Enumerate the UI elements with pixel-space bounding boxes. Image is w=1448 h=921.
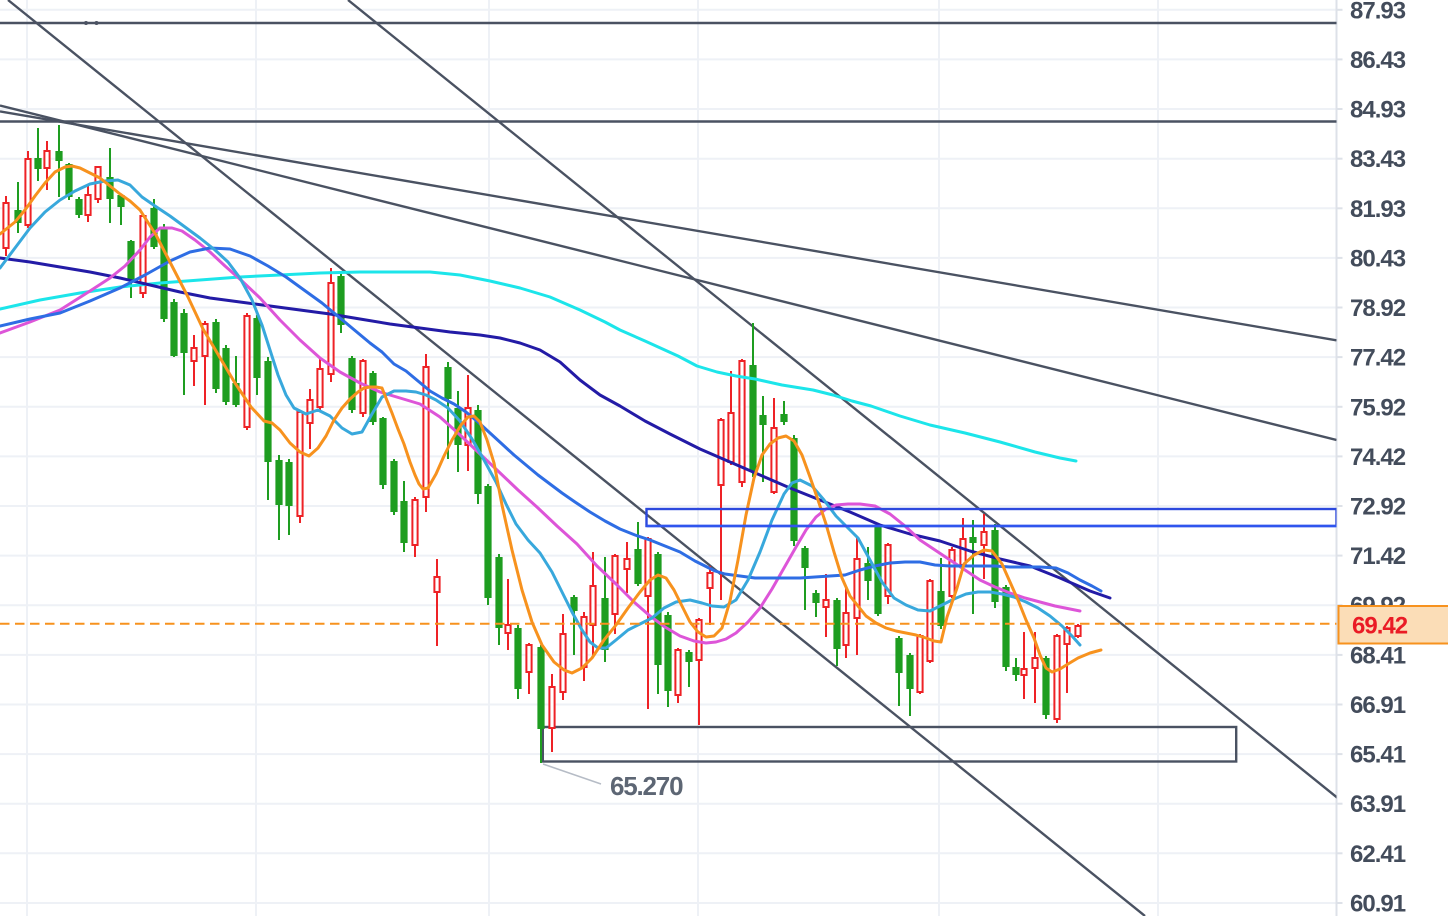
svg-text:68.41: 68.41 [1350,642,1406,669]
svg-text:74.42: 74.42 [1350,444,1406,471]
svg-text:66.91: 66.91 [1350,692,1406,719]
svg-text:83.43: 83.43 [1350,146,1406,173]
svg-text:78.92: 78.92 [1350,295,1406,322]
svg-text:65.41: 65.41 [1350,742,1406,769]
svg-text:75.92: 75.92 [1350,394,1406,421]
svg-text:63.91: 63.91 [1350,791,1406,818]
svg-text:72.92: 72.92 [1350,494,1406,521]
svg-text:87.93: 87.93 [1350,0,1406,24]
svg-text:71.42: 71.42 [1350,543,1406,570]
svg-text:80.43: 80.43 [1350,245,1406,272]
svg-text:69.42: 69.42 [1352,613,1408,640]
svg-text:81.93: 81.93 [1350,196,1406,223]
svg-text:65.270: 65.270 [610,771,683,801]
svg-text:60.91: 60.91 [1350,891,1406,917]
svg-text:84.93: 84.93 [1350,97,1406,124]
svg-text:77.42: 77.42 [1350,345,1406,372]
svg-text:86.43: 86.43 [1350,47,1406,74]
svg-text:62.41: 62.41 [1350,841,1406,868]
